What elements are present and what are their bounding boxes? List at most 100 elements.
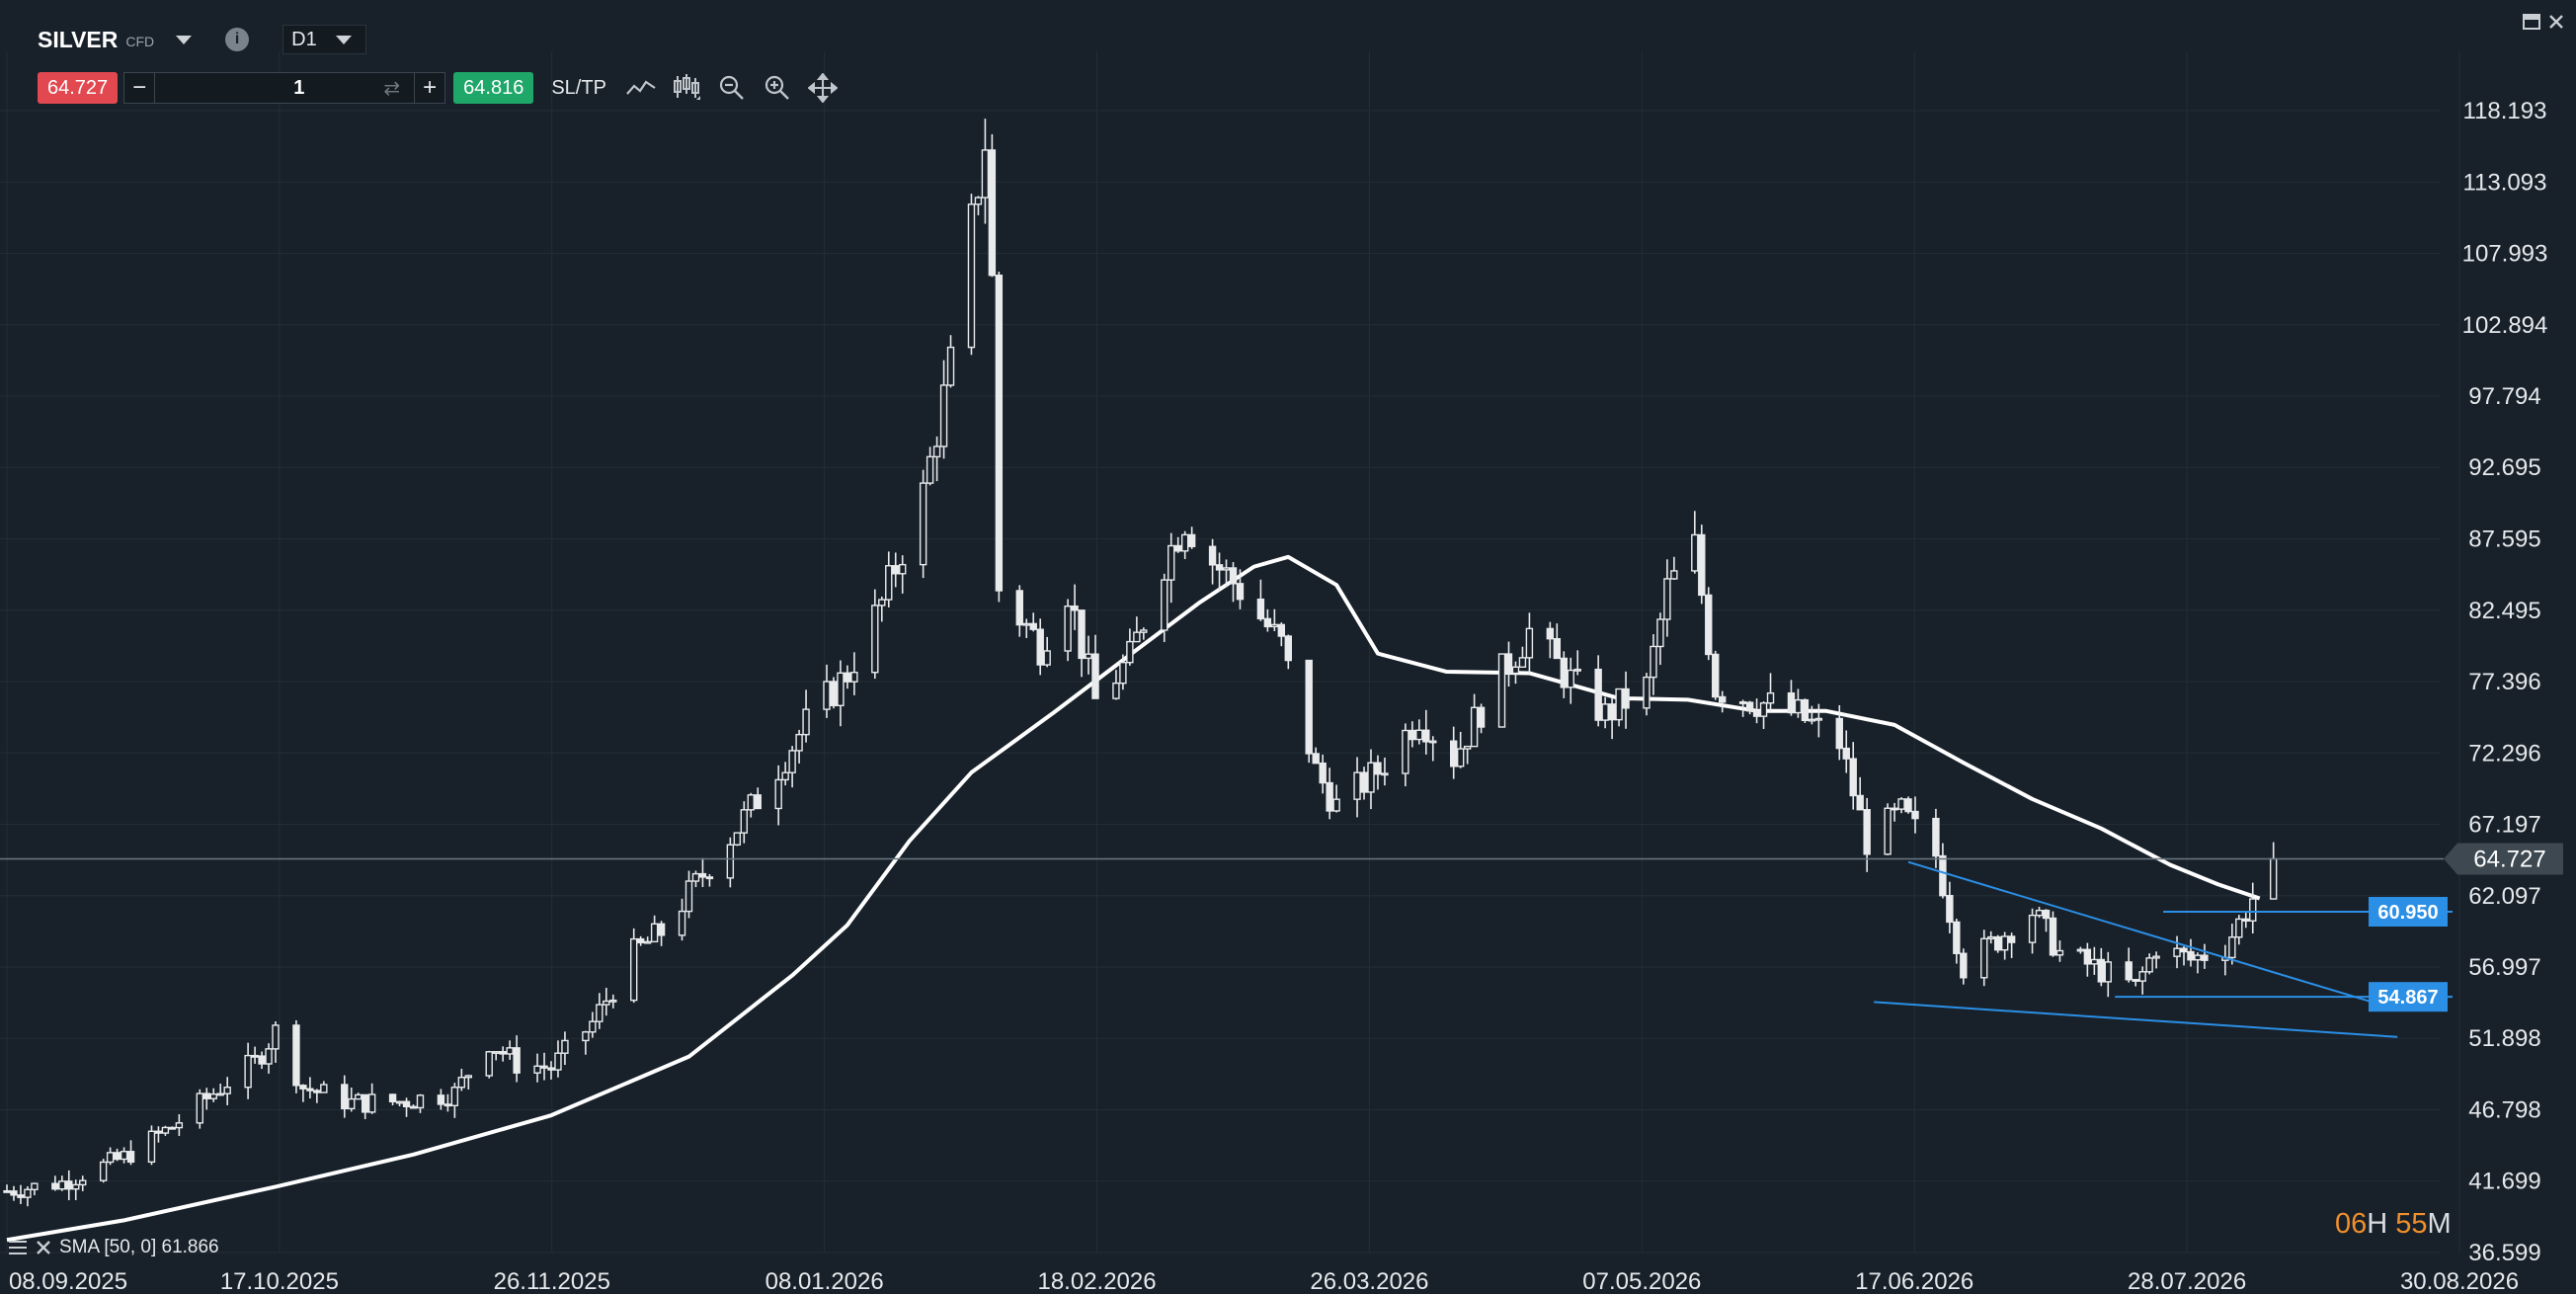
candle-body: [1167, 544, 1175, 581]
close-icon[interactable]: [2548, 14, 2564, 30]
candle-body: [974, 197, 983, 205]
line-chart-icon[interactable]: [624, 71, 658, 105]
candle-body: [65, 1180, 73, 1190]
candle-body: [2007, 935, 2016, 943]
indicator-label: SMA [50, 0] 61.866: [59, 1237, 219, 1257]
timer-hours: 06: [2335, 1208, 2368, 1240]
candle-body: [51, 1182, 59, 1190]
candle-body: [1656, 618, 1664, 648]
maximize-icon[interactable]: [2523, 14, 2540, 30]
candle-body: [643, 940, 652, 944]
candle-body: [1960, 952, 1968, 979]
candle-body: [3, 1189, 11, 1193]
candle-body: [1615, 687, 1623, 721]
y-tick-label: 46.798: [2468, 1097, 2540, 1124]
candle-body: [513, 1047, 521, 1074]
candle-body: [395, 1100, 404, 1104]
candle-body: [31, 1182, 39, 1190]
candle-body: [1698, 533, 1706, 597]
y-tick-label: 72.296: [2468, 740, 2540, 767]
candle-body: [2242, 918, 2250, 922]
candle-body: [561, 1039, 569, 1054]
candle-body: [1367, 762, 1375, 793]
candle-body: [2152, 955, 2160, 959]
candle-body: [499, 1051, 507, 1055]
x-tick-label: 08.09.2025: [9, 1268, 127, 1294]
zoom-out-icon[interactable]: [715, 71, 749, 105]
candle-body: [2194, 954, 2202, 961]
candle-body: [79, 1179, 87, 1186]
candle-body: [1312, 753, 1320, 765]
candle-body: [650, 923, 659, 943]
timer-minutes: 55: [2395, 1208, 2428, 1240]
candle-body: [1112, 682, 1120, 699]
sltp-button[interactable]: SL/TP: [551, 76, 606, 99]
candle-body: [1422, 729, 1430, 743]
x-tick-label: 17.10.2025: [220, 1268, 339, 1294]
candle-body: [1904, 798, 1912, 813]
candle-body: [1409, 729, 1416, 741]
candle-body: [72, 1183, 80, 1190]
sell-price-button[interactable]: 64.727: [38, 72, 119, 104]
candle-body: [244, 1054, 252, 1089]
timeframe-select[interactable]: D1: [282, 25, 367, 54]
decrease-button[interactable]: −: [124, 73, 156, 103]
candle-body: [850, 671, 858, 683]
y-tick-label: 97.794: [2468, 383, 2540, 410]
chevron-down-icon: [336, 35, 353, 44]
candle-body: [823, 681, 831, 710]
candle-body: [926, 455, 934, 484]
candle-body: [2235, 918, 2243, 938]
buy-price-button[interactable]: 64.816: [453, 72, 534, 104]
candle-body: [1546, 627, 1555, 640]
candle-body: [388, 1093, 397, 1103]
candle-body: [1119, 661, 1127, 685]
candle-body: [1215, 564, 1224, 571]
symbol-name[interactable]: SILVER: [38, 26, 119, 52]
candle-body: [1553, 637, 1562, 660]
candle-body: [582, 1031, 590, 1042]
candle-body: [1801, 698, 1810, 722]
timer-hours-unit: H: [2367, 1208, 2388, 1240]
candle-body: [657, 923, 666, 936]
candles-icon[interactable]: [670, 71, 703, 105]
candle-body: [506, 1047, 514, 1055]
candle-body: [306, 1088, 314, 1092]
candle-body: [2076, 948, 2085, 952]
x-tick-label: 17.06.2026: [1855, 1268, 1973, 1294]
y-tick-label: 107.993: [2462, 241, 2548, 268]
candle-body: [844, 672, 851, 683]
zoom-in-icon[interactable]: [761, 71, 794, 105]
indicator-settings-icon[interactable]: [8, 1239, 28, 1256]
candle-body: [1497, 653, 1506, 728]
candle-body: [113, 1152, 121, 1161]
candle-body: [1573, 668, 1581, 672]
quantity-input[interactable]: 1: [293, 76, 305, 99]
candle-body: [147, 1130, 156, 1164]
candle-body: [1712, 653, 1720, 698]
candle-body: [457, 1077, 466, 1089]
symbol-dropdown-icon[interactable]: [176, 35, 193, 44]
quantity-stepper[interactable]: − 1 ⇄ +: [123, 72, 446, 104]
swap-icon[interactable]: ⇄: [383, 77, 401, 100]
candle-body: [58, 1180, 66, 1190]
candle-body: [1133, 631, 1141, 643]
y-tick-label: 113.093: [2463, 169, 2547, 196]
candle-body: [1504, 653, 1513, 675]
current-price-tag: [2444, 843, 2563, 875]
candle-body: [341, 1084, 349, 1110]
remove-indicator-icon[interactable]: [36, 1240, 51, 1255]
candle-body: [1187, 533, 1196, 547]
info-icon[interactable]: i: [225, 28, 250, 51]
candle-body: [754, 794, 762, 810]
candle-body: [1663, 578, 1671, 620]
candle-body: [361, 1093, 369, 1113]
y-tick-label: 67.197: [2468, 811, 2540, 838]
y-tick-label: 36.599: [2468, 1240, 2540, 1266]
candle-body: [2132, 979, 2139, 982]
y-tick-label: 82.495: [2468, 598, 2540, 624]
increase-button[interactable]: +: [414, 73, 444, 103]
move-icon[interactable]: [806, 71, 840, 105]
candle-body: [1842, 747, 1850, 760]
